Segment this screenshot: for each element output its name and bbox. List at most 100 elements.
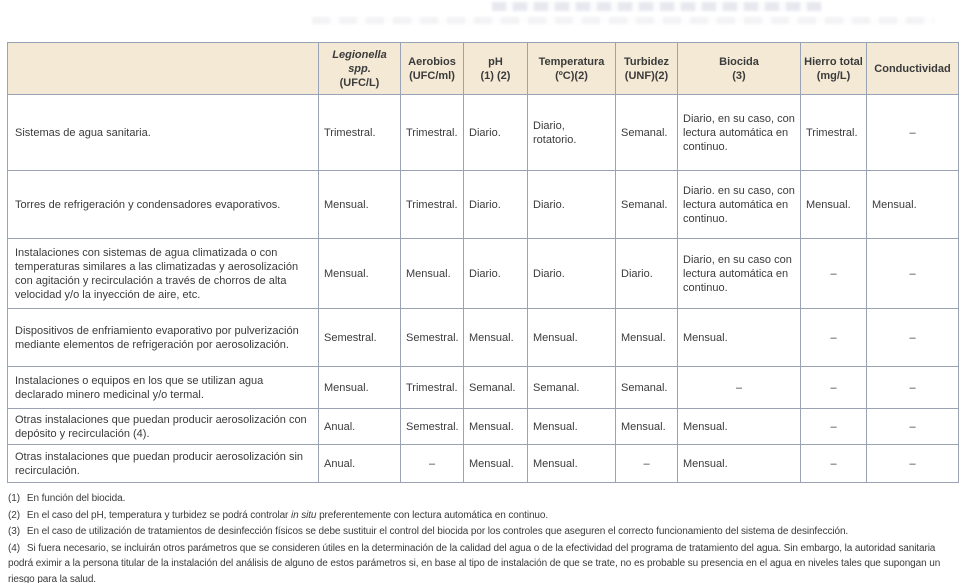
footnote-2: (2) En el caso del pH, temperatura y turb… [8,508,956,524]
footnote-marker: (1) [8,493,20,504]
footnote-1: (1) En función del biocida. [8,491,956,507]
column-subtitle: (1) (2) [480,69,511,82]
footnote-marker: (2) [8,509,20,521]
table-row: Instalaciones o equipos en los que se ut… [7,366,959,409]
value-cell-biocida: Mensual. [677,408,801,445]
column-title: pH [488,55,503,68]
footnote-4: (4) Si fuera necesario, se incluirán otro… [8,541,956,583]
value-cell-biocida: Mensual. [677,444,801,483]
value-cell-temperatura: Semanal. [527,366,616,409]
value-cell-legionella: Mensual. [318,238,401,309]
value-cell-temperatura: Mensual. [527,308,616,367]
value-cell-temperatura: Diario. [527,238,616,309]
value-cell-turbidez: Semanal. [615,94,678,171]
row-label: Torres de refrigeración y condensadores … [7,170,319,239]
value-cell-biocida: Diario, en su caso, con lectura automáti… [677,94,801,171]
value-cell-aerobios: Trimestral. [400,366,464,409]
header-conductividad: Conductividad [866,42,959,95]
row-label: Otras instalaciones que puedan producir … [7,444,319,483]
value-cell-biocida: Diario. en su caso, con lectura automáti… [677,170,801,239]
column-subtitle: (ºC)(2) [555,69,588,82]
column-title: Turbidez [623,55,669,68]
table-row: Instalaciones con sistemas de agua clima… [7,238,959,309]
value-cell-ph: Mensual. [463,308,528,367]
header-corner-cell [7,42,319,95]
value-cell-aerobios: Semestral. [400,408,464,445]
value-cell-hierro: – [800,238,867,309]
footnote-text: En el caso del pH, temperatura y turbide… [26,509,291,521]
footnote-3: (3) En el caso de utilización de tratamie… [8,524,956,540]
header-hierro-total: Hierro total (mg/L) [800,42,867,95]
value-cell-conductividad: – [866,366,959,409]
value-cell-ph: Diario. [463,94,528,171]
row-label: Dispositivos de enfriamiento evaporativo… [7,308,319,367]
value-cell-aerobios: – [400,444,464,483]
value-cell-aerobios: Trimestral. [400,170,464,239]
footnote-text: En el caso de utilización de tratamiento… [26,526,849,537]
value-cell-temperatura: Mensual. [527,408,616,445]
value-cell-conductividad: – [866,408,959,445]
value-cell-ph: Diario. [463,238,528,309]
value-cell-hierro: – [800,366,867,409]
table-row: Sistemas de agua sanitaria. Trimestral. … [7,94,959,171]
column-title: Conductividad [874,62,951,75]
faded-scan-text-artifact [492,2,822,11]
value-cell-conductividad: Mensual. [866,170,959,239]
footnote-marker: (4) [8,542,20,554]
value-cell-legionella: Mensual. [318,170,401,239]
value-cell-legionella: Anual. [318,408,401,445]
value-cell-aerobios: Mensual. [400,238,464,309]
value-cell-hierro: – [800,308,867,367]
monitoring-frequency-table: Legionella spp. (UFC/L) Aerobios (UFC/ml… [7,42,959,483]
value-cell-ph: Mensual. [463,408,528,445]
column-subtitle: (3) [732,69,746,82]
value-cell-turbidez: Diario. [615,238,678,309]
value-cell-aerobios: Semestral. [400,308,464,367]
value-cell-conductividad: – [866,94,959,171]
value-cell-biocida: Mensual. [677,308,801,367]
header-aerobios: Aerobios (UFC/ml) [400,42,464,95]
row-label: Instalaciones con sistemas de agua clima… [7,238,319,309]
value-cell-hierro: – [800,444,867,483]
column-subtitle: (UNF)(2) [624,69,669,82]
header-legionella: Legionella spp. (UFC/L) [318,42,401,95]
table-row: Torres de refrigeración y condensadores … [7,170,959,239]
value-cell-legionella: Anual. [318,444,401,483]
table-row: Dispositivos de enfriamiento evaporativo… [7,308,959,367]
value-cell-turbidez: Semanal. [615,170,678,239]
value-cell-temperatura: Diario. [527,170,616,239]
footnote-text: Si fuera necesario, se incluirán otros p… [8,542,941,583]
row-label: Sistemas de agua sanitaria. [7,94,319,171]
value-cell-turbidez: Semanal. [615,366,678,409]
row-label: Instalaciones o equipos en los que se ut… [7,366,319,409]
column-title: Aerobios [408,55,456,68]
footnote-text: preferentemente con lectura automática e… [316,509,549,521]
value-cell-conductividad: – [866,308,959,367]
table-row: Otras instalaciones que puedan producir … [7,408,959,445]
column-subtitle: (UFC/L) [339,76,380,89]
value-cell-ph: Semanal. [463,366,528,409]
value-cell-conductividad: – [866,238,959,309]
footnote-marker: (3) [8,526,20,537]
column-title: Temperatura [538,55,605,68]
value-cell-temperatura: Diario, rotatorio. [527,94,616,171]
value-cell-turbidez: Mensual. [615,308,678,367]
value-cell-legionella: Mensual. [318,366,401,409]
table-row: Otras instalaciones que puedan producir … [7,444,959,483]
column-title: Hierro total [804,55,863,68]
value-cell-ph: Diario. [463,170,528,239]
value-cell-legionella: Trimestral. [318,94,401,171]
header-biocida: Biocida (3) [677,42,801,95]
value-cell-ph: Mensual. [463,444,528,483]
value-cell-hierro: – [800,408,867,445]
header-temperatura: Temperatura (ºC)(2) [527,42,616,95]
faded-scan-text-artifact [312,17,934,24]
value-cell-aerobios: Trimestral. [400,94,464,171]
column-subtitle: (mg/L) [816,69,851,82]
header-turbidez: Turbidez (UNF)(2) [615,42,678,95]
value-cell-legionella: Semestral. [318,308,401,367]
column-title: Biocida [719,55,759,68]
value-cell-turbidez: – [615,444,678,483]
column-subtitle: (UFC/ml) [409,69,455,82]
